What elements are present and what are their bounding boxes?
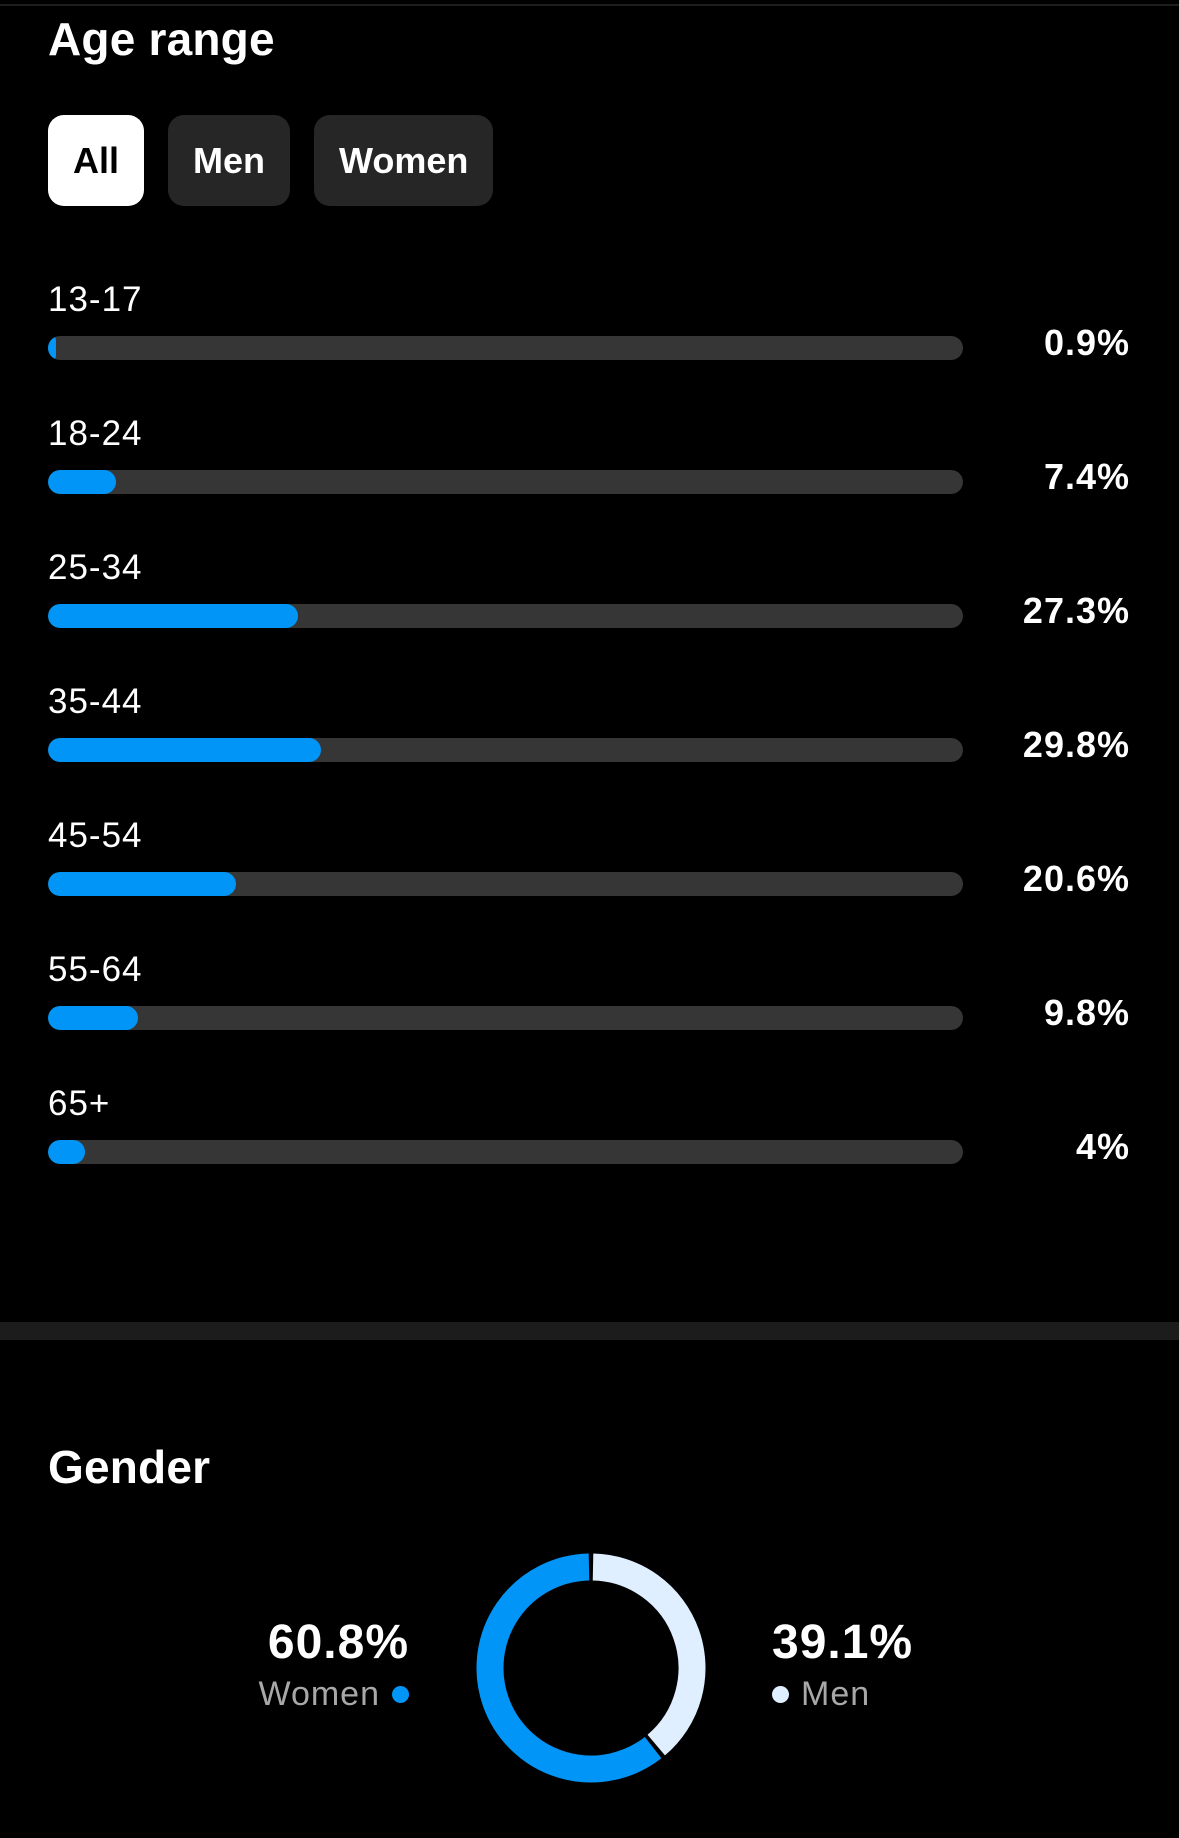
men-legend: Men bbox=[772, 1675, 913, 1714]
top-divider bbox=[0, 4, 1179, 6]
age-percentage: 7.4% bbox=[1043, 456, 1130, 497]
section-divider bbox=[0, 1322, 1179, 1340]
age-row: 13-17 0.9% bbox=[48, 268, 1130, 402]
women-stat: 60.8% Women bbox=[258, 1617, 409, 1714]
age-range-title: Age range bbox=[48, 13, 275, 65]
gender-title: Gender bbox=[48, 1441, 211, 1493]
bar-fill bbox=[48, 1006, 138, 1030]
filter-men-button[interactable]: Men bbox=[168, 115, 291, 206]
age-percentage: 29.8% bbox=[1022, 724, 1130, 765]
bar-track bbox=[48, 336, 963, 360]
age-row: 65+ 4% bbox=[48, 1072, 1130, 1206]
men-slice bbox=[592, 1553, 706, 1756]
women-legend: Women bbox=[258, 1675, 409, 1714]
women-legend-label: Women bbox=[258, 1675, 380, 1713]
age-percentage: 20.6% bbox=[1022, 858, 1130, 899]
age-percentage: 0.9% bbox=[1043, 322, 1130, 363]
bar-track bbox=[48, 1140, 963, 1164]
gender-chart: 60.8% Women 39.1% Men bbox=[0, 1540, 1179, 1783]
bar-track bbox=[48, 738, 963, 762]
men-legend-label: Men bbox=[801, 1675, 871, 1713]
filter-women-button[interactable]: Women bbox=[314, 115, 494, 206]
age-row: 18-24 7.4% bbox=[48, 402, 1130, 536]
bar-fill bbox=[48, 470, 116, 494]
age-filter-tabs: All Men Women bbox=[48, 115, 494, 206]
men-legend-dot bbox=[772, 1686, 789, 1703]
men-stat: 39.1% Men bbox=[772, 1617, 913, 1714]
women-legend-dot bbox=[392, 1686, 409, 1703]
age-row: 55-64 9.8% bbox=[48, 938, 1130, 1072]
bar-fill bbox=[48, 604, 298, 628]
bar-fill bbox=[48, 738, 321, 762]
age-row: 35-44 29.8% bbox=[48, 670, 1130, 804]
bar-fill bbox=[48, 1140, 85, 1164]
gender-donut bbox=[476, 1553, 706, 1783]
age-percentage: 27.3% bbox=[1022, 590, 1130, 631]
age-bucket-label: 13-17 bbox=[48, 280, 143, 319]
age-bucket-label: 25-34 bbox=[48, 548, 143, 587]
bar-track bbox=[48, 872, 963, 896]
age-bucket-label: 55-64 bbox=[48, 950, 143, 989]
women-percentage: 60.8% bbox=[267, 1616, 409, 1669]
age-bucket-label: 45-54 bbox=[48, 816, 143, 855]
age-range-chart: 13-17 0.9% 18-24 7.4% 25-34 27.3% 35-44 … bbox=[48, 268, 1130, 1206]
age-bucket-label: 18-24 bbox=[48, 414, 143, 453]
bar-fill bbox=[48, 872, 237, 896]
age-percentage: 4% bbox=[1075, 1126, 1130, 1167]
women-slice bbox=[476, 1553, 662, 1783]
men-percentage: 39.1% bbox=[772, 1616, 914, 1669]
age-percentage: 9.8% bbox=[1043, 992, 1130, 1033]
bar-track bbox=[48, 604, 963, 628]
filter-all-button[interactable]: All bbox=[48, 115, 145, 206]
age-row: 45-54 20.6% bbox=[48, 804, 1130, 938]
bar-track bbox=[48, 470, 963, 494]
age-row: 25-34 27.3% bbox=[48, 536, 1130, 670]
bar-fill bbox=[48, 336, 57, 360]
age-bucket-label: 65+ bbox=[48, 1084, 111, 1123]
age-bucket-label: 35-44 bbox=[48, 682, 143, 721]
bar-track bbox=[48, 1006, 963, 1030]
